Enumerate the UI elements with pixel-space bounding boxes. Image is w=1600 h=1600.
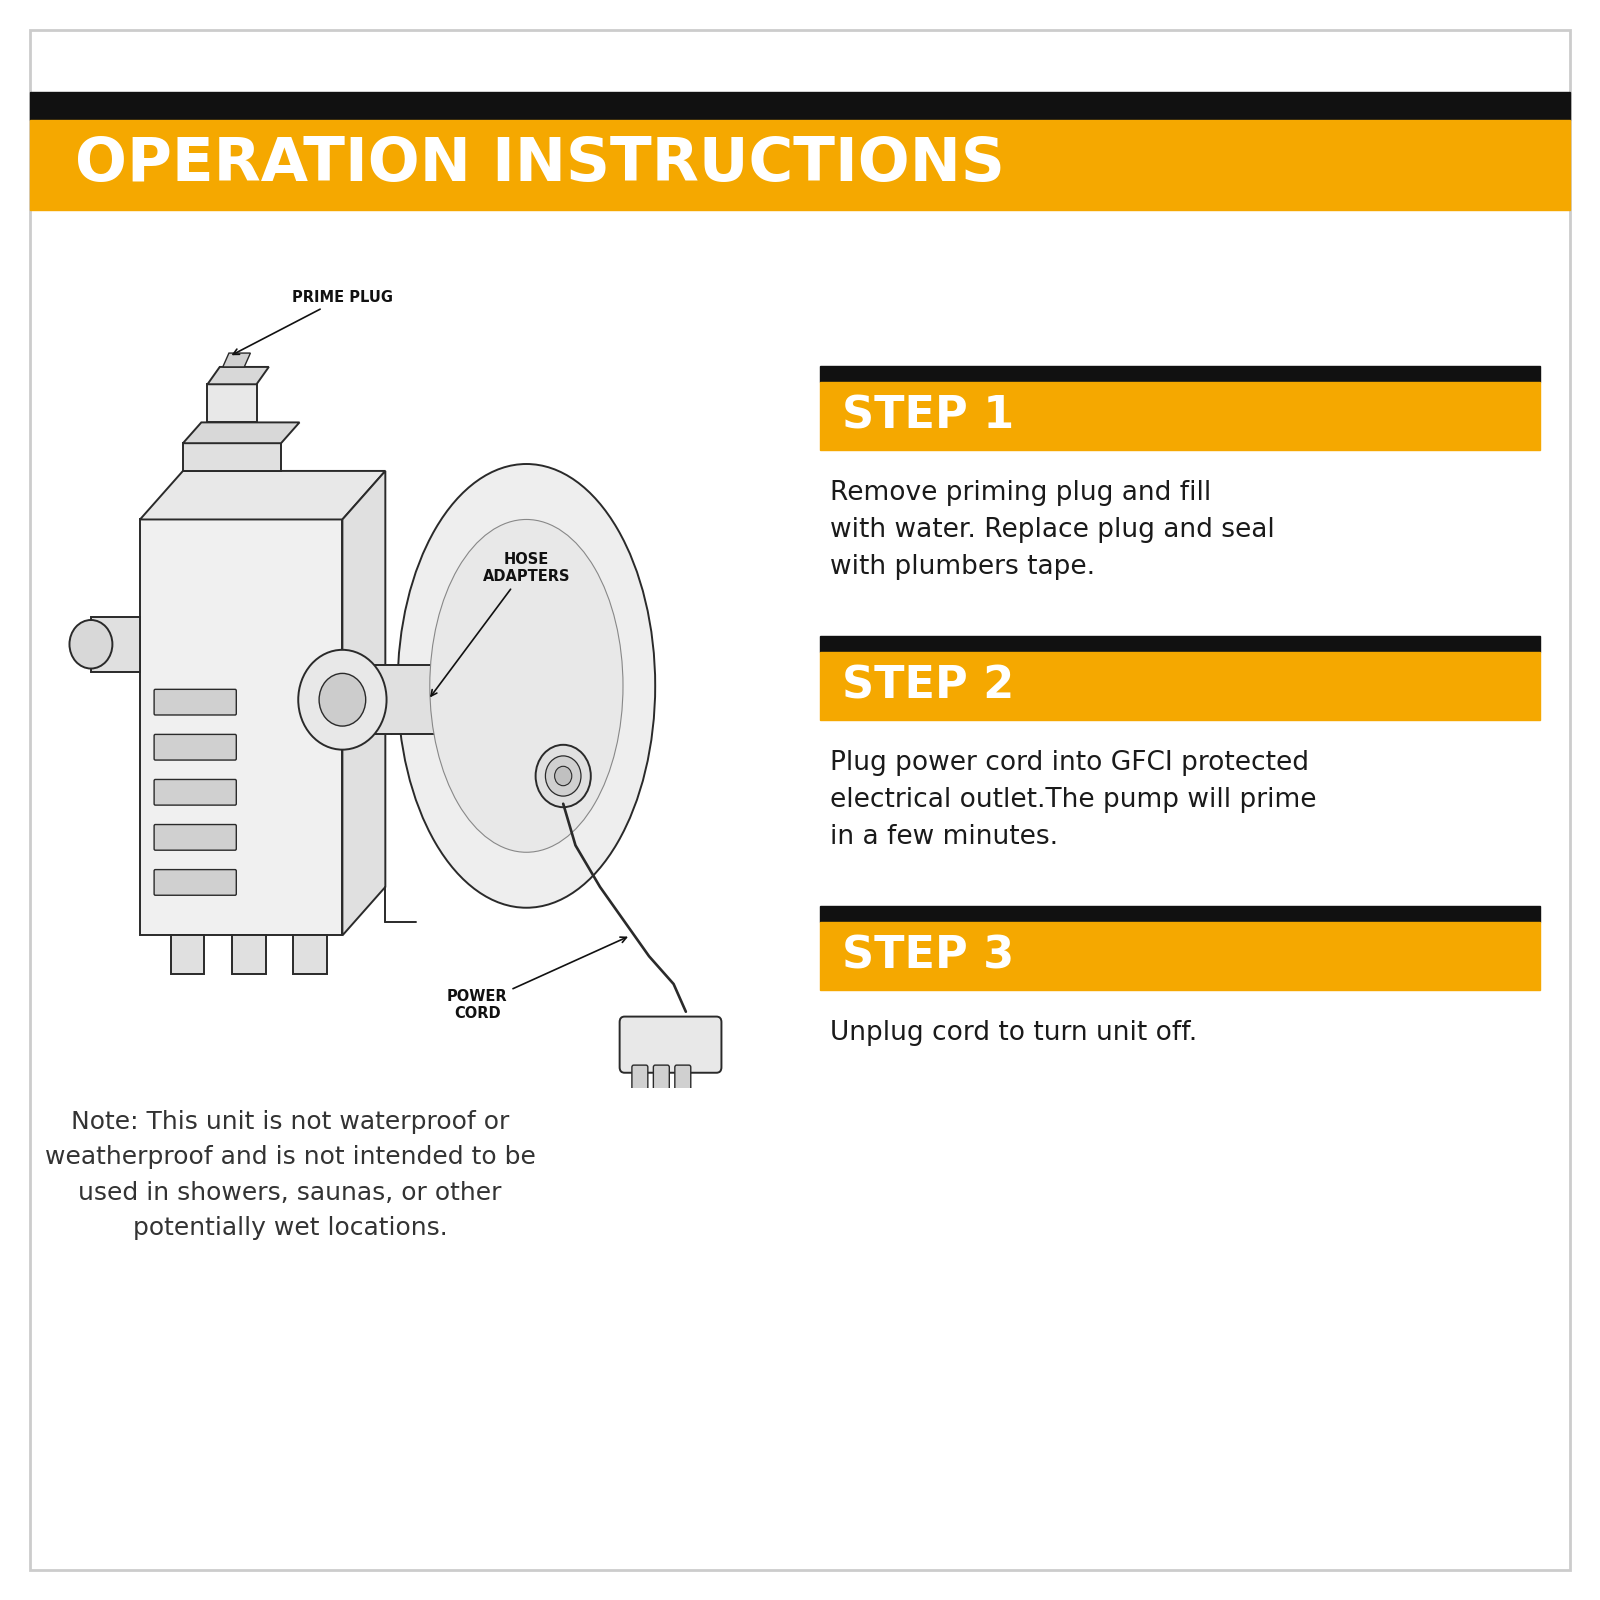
Circle shape — [318, 674, 366, 726]
Text: Unplug cord to turn unit off.: Unplug cord to turn unit off. — [830, 1021, 1197, 1046]
FancyBboxPatch shape — [653, 1066, 669, 1098]
Polygon shape — [182, 443, 282, 470]
Bar — [819, 922, 1539, 990]
Text: STEP 2: STEP 2 — [842, 664, 1014, 707]
Ellipse shape — [430, 520, 622, 853]
Circle shape — [298, 650, 387, 750]
Polygon shape — [208, 384, 256, 422]
Polygon shape — [342, 470, 386, 936]
Ellipse shape — [397, 464, 656, 907]
Bar — [819, 635, 1539, 653]
Polygon shape — [208, 366, 269, 384]
Bar — [819, 906, 1539, 922]
Polygon shape — [342, 666, 446, 734]
Ellipse shape — [555, 766, 571, 786]
Text: OPERATION INSTRUCTIONS: OPERATION INSTRUCTIONS — [75, 136, 1005, 195]
FancyBboxPatch shape — [154, 779, 237, 805]
FancyBboxPatch shape — [675, 1066, 691, 1098]
FancyBboxPatch shape — [154, 869, 237, 896]
FancyBboxPatch shape — [154, 824, 237, 850]
Bar — [819, 382, 1539, 450]
Polygon shape — [91, 616, 141, 672]
Bar — [293, 936, 326, 973]
Bar — [30, 120, 1570, 210]
Text: STEP 1: STEP 1 — [842, 395, 1014, 437]
Bar — [819, 366, 1539, 382]
Bar — [30, 91, 1570, 120]
Polygon shape — [222, 354, 250, 366]
FancyBboxPatch shape — [154, 734, 237, 760]
Text: Remove priming plug and fill
with water. Replace plug and seal
with plumbers tap: Remove priming plug and fill with water.… — [830, 480, 1275, 579]
FancyBboxPatch shape — [619, 1016, 722, 1072]
FancyBboxPatch shape — [154, 690, 237, 715]
Text: STEP 3: STEP 3 — [842, 934, 1014, 978]
Text: POWER
CORD: POWER CORD — [446, 938, 627, 1021]
Circle shape — [69, 619, 112, 669]
Text: HOSE
ADAPTERS: HOSE ADAPTERS — [430, 552, 570, 696]
Polygon shape — [141, 470, 386, 520]
Bar — [819, 653, 1539, 720]
Text: Plug power cord into GFCI protected
electrical outlet.The pump will prime
in a f: Plug power cord into GFCI protected elec… — [830, 750, 1317, 850]
Text: PRIME PLUG: PRIME PLUG — [234, 290, 394, 354]
Ellipse shape — [546, 755, 581, 797]
Polygon shape — [182, 422, 299, 443]
Text: Note: This unit is not waterproof or
weatherproof and is not intended to be
used: Note: This unit is not waterproof or wea… — [45, 1110, 536, 1240]
Polygon shape — [141, 520, 342, 936]
Bar — [171, 936, 205, 973]
Ellipse shape — [536, 744, 590, 806]
FancyBboxPatch shape — [632, 1066, 648, 1098]
Bar — [232, 936, 266, 973]
